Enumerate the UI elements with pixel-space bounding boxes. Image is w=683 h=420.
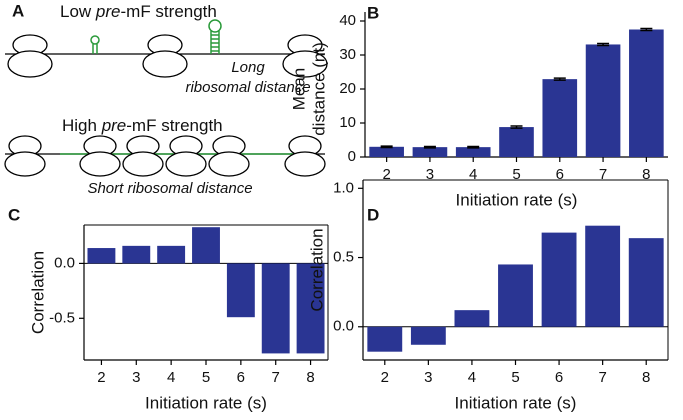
bar	[628, 238, 664, 327]
bar	[192, 227, 220, 264]
bar	[410, 326, 446, 345]
error-bar	[553, 77, 566, 81]
bar	[542, 79, 578, 157]
low-title: Low pre-mF strength	[60, 2, 217, 21]
x-tick-label: 4	[167, 369, 175, 386]
y-axis-label: Correlation	[28, 251, 47, 334]
long-label: Long	[231, 59, 265, 76]
y-tick-label: 40	[339, 12, 356, 29]
y-axis-label: distance (nt)	[309, 42, 328, 136]
x-tick-label: 8	[642, 369, 650, 386]
x-tick-label: 2	[381, 369, 389, 386]
x-tick-label: 4	[468, 369, 476, 386]
x-tick-label: 8	[642, 166, 650, 183]
panel-letter: B	[367, 3, 379, 22]
y-tick-label: 0	[348, 148, 356, 165]
y-axis-label: Mean	[289, 68, 308, 111]
bar	[369, 146, 404, 157]
y-tick-label: 0.0	[54, 254, 75, 271]
bar	[629, 29, 664, 157]
panel-letter: A	[12, 1, 24, 20]
long-label: ribosomal distance	[185, 79, 310, 96]
y-tick-label: -0.5	[49, 309, 75, 326]
x-axis-label: Initiation rate (s)	[456, 190, 578, 209]
bar	[412, 147, 448, 157]
panel-a: A Low pre-mF strength Long ribosomal dis…	[4, 1, 328, 197]
high-title: High pre-mF strength	[62, 116, 223, 135]
bar	[585, 225, 621, 327]
short-label: Short ribosomal distance	[87, 180, 252, 197]
ribosomes	[7, 34, 328, 78]
y-tick-label: 0.0	[333, 318, 354, 335]
bar	[498, 264, 533, 327]
x-axis-label: Initiation rate (s)	[145, 393, 267, 412]
x-tick-label: 7	[599, 166, 607, 183]
bar	[122, 245, 151, 264]
bar	[455, 147, 491, 157]
x-tick-label: 7	[598, 369, 606, 386]
bar	[585, 44, 621, 157]
y-tick-label: 30	[339, 46, 356, 63]
stem-loops	[90, 19, 222, 54]
ribosomes	[4, 135, 326, 177]
bar	[499, 127, 534, 157]
x-tick-label: 2	[382, 166, 390, 183]
panel-letter: D	[367, 205, 379, 224]
bar	[296, 263, 325, 354]
bar	[157, 245, 186, 264]
x-tick-label: 5	[202, 369, 210, 386]
bar	[541, 232, 577, 327]
y-tick-label: 0.5	[333, 249, 354, 266]
error-bar	[380, 145, 393, 149]
bar	[261, 263, 290, 354]
x-tick-label: 5	[511, 369, 519, 386]
error-bar	[423, 145, 436, 149]
x-tick-label: 6	[556, 166, 564, 183]
x-tick-label: 6	[555, 369, 563, 386]
x-tick-label: 3	[426, 166, 434, 183]
x-tick-label: 2	[97, 369, 105, 386]
y-tick-label: 10	[339, 114, 356, 131]
bar	[454, 310, 490, 327]
error-bar	[510, 125, 523, 129]
error-bar	[597, 42, 610, 47]
x-tick-label: 8	[306, 369, 314, 386]
bar	[226, 263, 255, 318]
error-bar	[467, 145, 480, 149]
x-tick-label: 7	[272, 369, 280, 386]
x-tick-label: 6	[237, 369, 245, 386]
x-axis-label: Initiation rate (s)	[455, 393, 577, 412]
bar	[367, 326, 403, 352]
error-bar	[640, 27, 653, 32]
x-tick-label: 3	[132, 369, 140, 386]
y-tick-label: 20	[339, 80, 356, 97]
x-tick-label: 4	[469, 166, 477, 183]
panel-letter: C	[8, 205, 20, 224]
bar	[87, 248, 116, 264]
x-tick-label: 5	[512, 166, 520, 183]
x-tick-label: 3	[424, 369, 432, 386]
y-tick-label: 1.0	[333, 179, 354, 196]
y-axis-label: Correlation	[307, 228, 326, 311]
